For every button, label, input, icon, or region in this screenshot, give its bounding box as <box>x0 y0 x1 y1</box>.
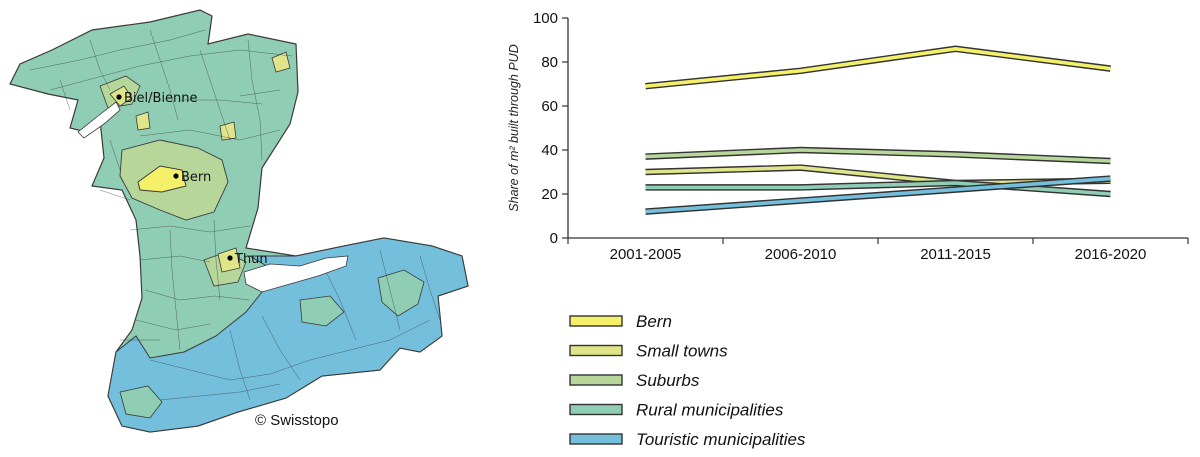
x-tick-label: 2016-2020 <box>1075 246 1147 263</box>
legend-swatch <box>570 346 622 356</box>
city-label-bern: Bern <box>181 170 211 185</box>
legend-swatch <box>570 316 622 326</box>
chart-axes: 0 20 40 60 80 100 2001-2005 2006-2010 2011-2015 2… <box>533 10 1188 263</box>
legend-item: Small towns <box>570 342 728 361</box>
legend-item: Rural municipalities <box>570 401 784 420</box>
legend-label: Touristic municipalities <box>636 430 806 449</box>
y-axis-label: Share of m² built through PUD <box>507 44 521 211</box>
canton-map: Biel/Bienne Bern Thun © Swisstopo <box>0 0 480 452</box>
legend-label: Small towns <box>636 342 728 361</box>
x-tick-label: 2006-2010 <box>765 246 837 263</box>
series-line <box>646 49 1111 86</box>
x-tick-label: 2011-2015 <box>920 246 991 263</box>
chart-legend: Bern Small towns Suburbs Rural municipaliti… <box>570 312 806 449</box>
x-tick-label: 2001-2005 <box>610 246 682 263</box>
legend-swatch <box>570 434 622 444</box>
legend-label: Rural municipalities <box>636 401 784 420</box>
chart-series <box>645 49 1110 212</box>
y-tick-label: 60 <box>541 98 558 115</box>
city-label-thun: Thun <box>234 252 268 267</box>
legend-item: Suburbs <box>570 371 700 390</box>
legend-label: Suburbs <box>636 371 700 390</box>
city-marker-biel: Biel/Bienne <box>116 91 197 106</box>
canton-map-svg: Biel/Bienne Bern Thun © Swisstopo <box>0 0 480 452</box>
map-credit: © Swisstopo <box>255 412 339 429</box>
line-chart: Share of m² built through PUD 0 20 40 60 80 1… <box>480 0 1200 452</box>
legend-label: Bern <box>636 312 672 331</box>
y-tick-label: 80 <box>541 54 558 71</box>
city-label-biel: Biel/Bienne <box>124 91 198 106</box>
series-bern <box>645 49 1110 86</box>
legend-swatch <box>570 405 622 415</box>
line-chart-svg: Share of m² built through PUD 0 20 40 60 80 1… <box>480 0 1200 452</box>
y-tick-label: 0 <box>550 230 558 247</box>
legend-item: Touristic municipalities <box>570 430 806 449</box>
series-suburbs <box>645 150 1110 161</box>
legend-item: Bern <box>570 312 672 331</box>
y-tick-label: 20 <box>541 186 558 203</box>
legend-swatch <box>570 375 622 385</box>
y-tick-label: 100 <box>533 10 558 27</box>
y-tick-label: 40 <box>541 142 558 159</box>
